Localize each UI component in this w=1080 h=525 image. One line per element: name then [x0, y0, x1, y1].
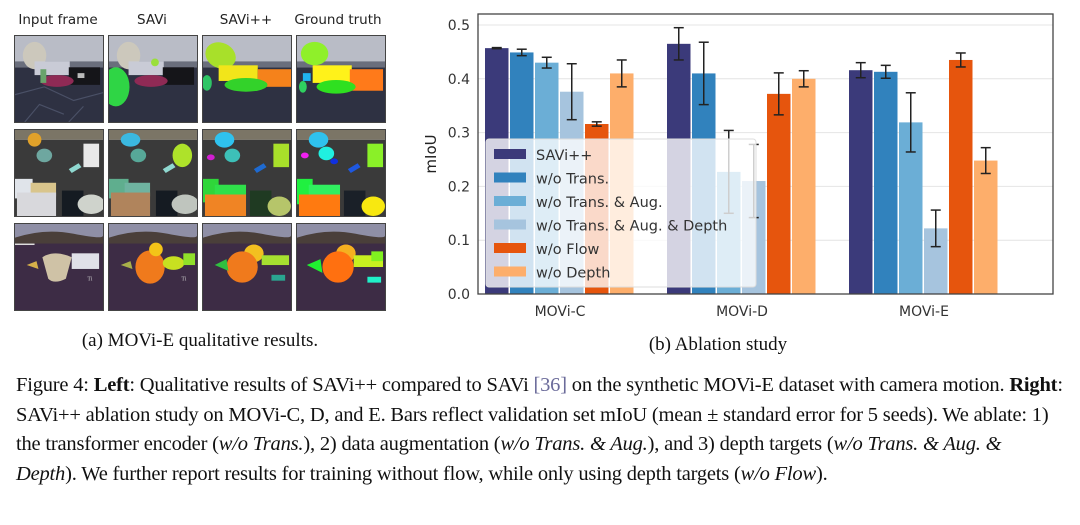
subcaption-right: (b) Ablation study: [649, 334, 788, 355]
legend-box: [485, 138, 757, 288]
ablation-bar-chart: 0.0 0.1 0.2 0.3 0.4 0.5 MOVi-C MOVi-D MOVi-E mI…: [422, 13, 1054, 355]
legend-swatch: [494, 243, 526, 253]
thumb-row1-input-frame: [14, 35, 104, 123]
bar: [949, 59, 973, 294]
x-tick-label: MOVi-C: [535, 304, 586, 320]
svg-text:Ti: Ti: [181, 277, 186, 283]
caption-italic: w/o Trans. & Aug. & Depth: [16, 433, 1002, 485]
thumb-row2-savi-plus-plus: [202, 129, 292, 217]
svg-text:Ti: Ti: [87, 277, 92, 283]
y-tick-label: 0.4: [448, 72, 470, 88]
subcaption-left: (a) MOVi-E qualitative results.: [81, 330, 319, 351]
caption-right-label: Right: [1009, 374, 1058, 396]
legend-label: w/o Trans. & Aug. & Depth: [536, 219, 727, 235]
caption-left-label: Left: [93, 374, 130, 396]
legend-swatch: [494, 149, 526, 159]
column-header-savi: SAVi: [137, 12, 167, 28]
caption-italic: w/o Trans.: [218, 433, 304, 455]
caption-italic: w/o Flow: [740, 462, 816, 485]
y-tick-label: 0.2: [448, 179, 470, 195]
column-header-input-frame: Input frame: [18, 12, 98, 28]
caption-text: ), and 3) depth targets (: [647, 433, 834, 455]
y-axis-label: mIoU: [422, 134, 440, 173]
caption-text: ), 2) data augmentation (: [303, 433, 501, 455]
legend: SAVi++ w/o Trans. w/o Trans. & Aug. w/o Tra…: [485, 138, 757, 288]
thumb-row1-savi: [108, 35, 198, 123]
figure-caption: Figure 4: Left: Qualitative results of S…: [16, 371, 1066, 489]
y-tick-label: 0.5: [448, 18, 470, 34]
x-tick-label: MOVi-E: [899, 304, 949, 320]
y-axis-ticks: 0.0 0.1 0.2 0.3 0.4 0.5: [448, 18, 470, 303]
thumb-row3-input-frame: Ti: [14, 223, 104, 311]
thumb-row3-savi: Ti: [108, 223, 198, 311]
qualitative-results-panel: Input frame SAVi SAVi++ Ground truth: [0, 0, 400, 360]
plot-frame: [477, 13, 1054, 295]
citation-link[interactable]: [36]: [533, 374, 567, 396]
bar: [874, 71, 898, 294]
legend-swatch: [494, 219, 526, 230]
legend-label: w/o Depth: [536, 266, 610, 282]
y-tick-label: 0.1: [448, 233, 470, 249]
legend-swatch: [494, 172, 526, 183]
column-header-savi-plus-plus: SAVi++: [219, 12, 273, 28]
bar: [974, 160, 998, 294]
bar: [792, 78, 816, 294]
bar: [899, 122, 923, 295]
caption-figure-label: Figure 4:: [16, 374, 94, 396]
bar: [924, 228, 948, 294]
x-tick-label: MOVi-D: [716, 304, 768, 320]
y-tick-label: 0.0: [448, 287, 470, 303]
column-header-ground-truth: Ground truth: [294, 12, 382, 28]
legend-swatch: [494, 266, 526, 277]
thumb-row1-ground-truth: [296, 35, 386, 123]
caption-text: : Qualitative results of SAVi++ compared…: [129, 374, 534, 396]
y-tick-label: 0.3: [448, 126, 470, 142]
thumb-row3-savi-plus-plus: [202, 223, 292, 311]
x-axis-ticks: MOVi-C MOVi-D MOVi-E: [535, 304, 949, 320]
thumb-row2-input-frame: [14, 129, 104, 217]
thumb-row1-savi-plus-plus: [202, 35, 292, 123]
bar: [767, 93, 791, 294]
caption-text: on the synthetic MOVi-E dataset with cam…: [566, 374, 1010, 396]
thumb-row2-ground-truth: [296, 129, 386, 217]
caption-text: : SAVi++ ablation study on MOVi-C, D, an…: [16, 374, 1063, 455]
legend-label: SAVi++: [536, 148, 592, 164]
legend-label: w/o Trans.: [536, 172, 609, 188]
thumb-row3-ground-truth: [296, 223, 386, 311]
legend-swatch: [494, 196, 526, 206]
legend-label: w/o Flow: [536, 242, 599, 258]
caption-text: ).: [815, 462, 828, 485]
thumb-row2-savi: [108, 129, 198, 217]
bar: [849, 70, 873, 294]
legend-label: w/o Trans. & Aug.: [536, 195, 663, 211]
caption-text: ). We further report results for trainin…: [65, 462, 741, 485]
caption-italic: w/o Trans. & Aug.: [500, 433, 648, 455]
error-bars-layer: [491, 26, 991, 248]
